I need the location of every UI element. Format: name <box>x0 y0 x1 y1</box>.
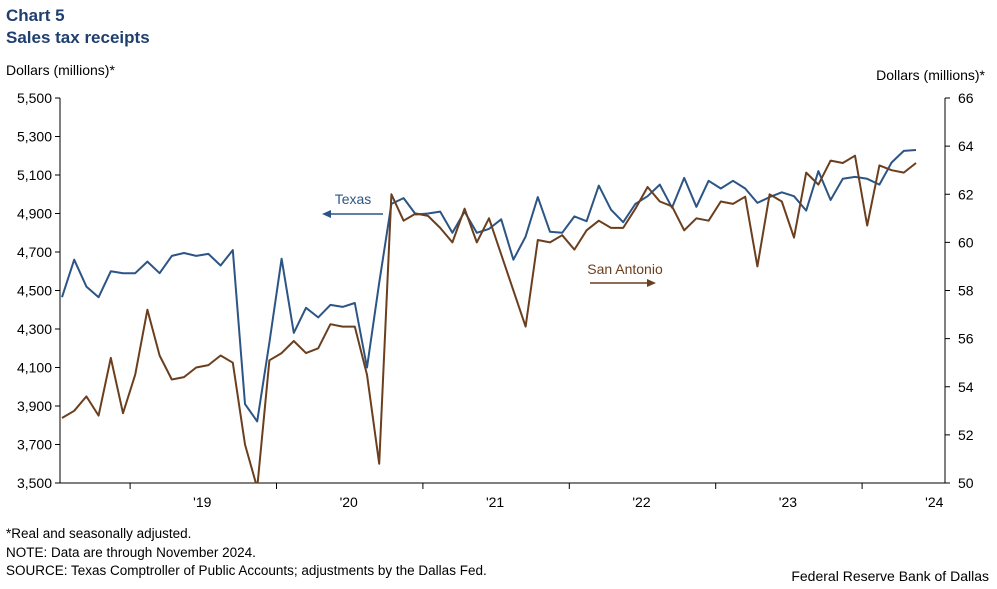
left-tick-label: 4,100 <box>17 360 52 376</box>
chart-notes: *Real and seasonally adjusted. NOTE: Dat… <box>6 525 487 581</box>
x-tick-label: '24 <box>925 494 943 510</box>
right-tick-label: 62 <box>958 186 974 202</box>
chart-annotations: Texas San Antonio <box>322 191 663 287</box>
san-antonio-label: San Antonio <box>587 261 663 277</box>
left-tick-label: 5,100 <box>17 167 52 183</box>
right-tick-label: 52 <box>958 427 974 443</box>
left-tick-label: 3,500 <box>17 475 52 491</box>
texas-label: Texas <box>335 191 372 207</box>
x-tick-label: '22 <box>632 494 650 510</box>
note-source: SOURCE: Texas Comptroller of Public Acco… <box>6 563 487 578</box>
san-antonio-series-line <box>61 154 917 483</box>
left-tick-label: 3,900 <box>17 398 52 414</box>
note-data-through: NOTE: Data are through November 2024. <box>6 544 256 560</box>
right-tick-label: 66 <box>958 90 974 106</box>
chart-title: Sales tax receipts <box>6 28 150 47</box>
chart-series <box>61 149 917 483</box>
left-tick-label: 5,500 <box>17 90 52 106</box>
left-tick-label: 4,300 <box>17 321 52 337</box>
texas-series-line <box>61 149 917 423</box>
x-tick-label: '21 <box>486 494 504 510</box>
right-tick-label: 58 <box>958 283 974 299</box>
x-tick-label: '19 <box>193 494 211 510</box>
x-tick-label: '23 <box>779 494 797 510</box>
left-tick-label: 4,700 <box>17 244 52 260</box>
left-tick-label: 4,500 <box>17 283 52 299</box>
right-tick-label: 64 <box>958 138 974 154</box>
chart-number: Chart 5 <box>6 6 65 25</box>
right-axis-label: Dollars (millions)* <box>876 67 985 83</box>
right-tick-label: 50 <box>958 475 974 491</box>
left-tick-label: 4,900 <box>17 206 52 222</box>
left-axis-label: Dollars (millions)* <box>6 62 115 78</box>
left-tick-label: 3,700 <box>17 437 52 453</box>
note-adjustment: *Real and seasonally adjusted. <box>6 526 192 541</box>
left-tick-label: 5,300 <box>17 129 52 145</box>
texas-arrow-head <box>322 210 331 218</box>
x-tick-label: '20 <box>340 494 358 510</box>
right-tick-label: 54 <box>958 379 974 395</box>
right-tick-label: 60 <box>958 234 974 250</box>
right-tick-label: 56 <box>958 331 974 347</box>
san-antonio-arrow-head <box>647 279 656 287</box>
chart-axes: 3,500 3,700 3,900 4,100 4,300 4,500 4,700 4,900… <box>17 90 974 510</box>
credit: Federal Reserve Bank of Dallas <box>791 568 989 584</box>
